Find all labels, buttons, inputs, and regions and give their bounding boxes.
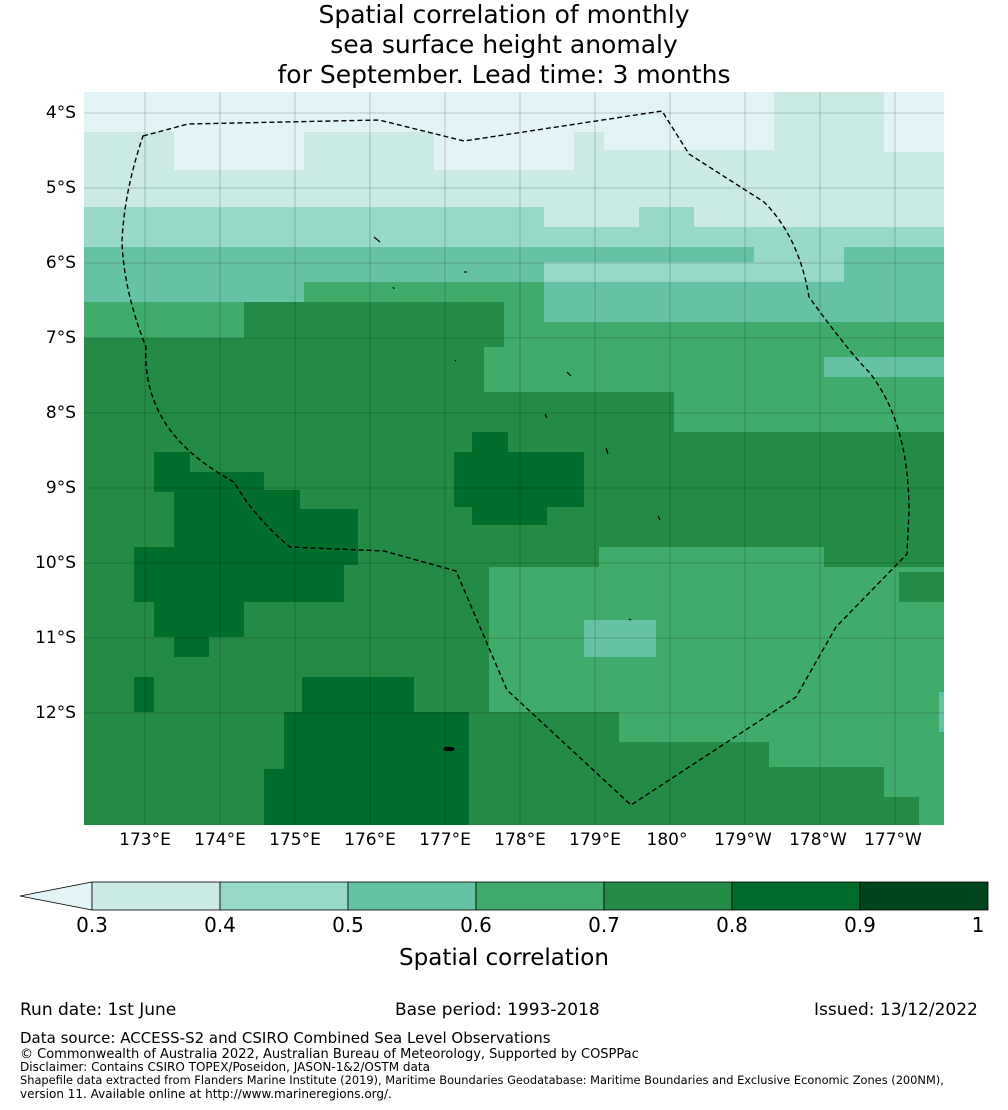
patch-060-b bbox=[674, 372, 944, 432]
copyright: © Commonwealth of Australia 2022, Austra… bbox=[20, 1047, 639, 1062]
map-gridlines bbox=[84, 92, 944, 825]
colorbar-tick-06: 0.6 bbox=[460, 913, 492, 937]
data-source: Data source: ACCESS-S2 and CSIRO Combine… bbox=[20, 1029, 551, 1047]
issued-date: Issued: 13/12/2022 bbox=[814, 1000, 978, 1020]
lat-label-8S: 8°S bbox=[45, 403, 76, 423]
patch-050-e bbox=[939, 692, 944, 732]
islands bbox=[373, 236, 661, 752]
island-c bbox=[392, 286, 395, 290]
colorbar-seg-03-04 bbox=[91, 881, 221, 911]
patch-060-e bbox=[84, 317, 244, 337]
lon-label-178W: 178°W bbox=[789, 830, 847, 850]
colorbar-tick-07: 0.7 bbox=[588, 913, 620, 937]
lon-label-177E: 177°E bbox=[419, 830, 471, 850]
title-line-1: Spatial correlation of monthly bbox=[318, 0, 690, 29]
colorbar-tick-05: 0.5 bbox=[332, 913, 364, 937]
eez-boundary bbox=[121, 110, 910, 806]
lat-label-5S: 5°S bbox=[45, 178, 76, 198]
island-d bbox=[454, 359, 457, 362]
island-g bbox=[605, 447, 609, 455]
island-h bbox=[657, 515, 661, 521]
patch-030-b bbox=[774, 92, 884, 147]
patch-light-a bbox=[96, 92, 226, 114]
colorbar-seg-06-07 bbox=[475, 881, 605, 911]
island-a bbox=[373, 236, 381, 243]
dark-blob-c2 bbox=[284, 712, 504, 825]
lat-label-4S: 4°S bbox=[45, 103, 76, 123]
lon-label-178E: 178°E bbox=[494, 830, 546, 850]
colorbar-seg-04-05 bbox=[219, 881, 349, 911]
dark-blob-b2 bbox=[472, 432, 508, 452]
colorbar-segments bbox=[91, 881, 989, 911]
colorbar-tick-09: 0.9 bbox=[844, 913, 876, 937]
island-j bbox=[443, 746, 455, 752]
title-line-2: sea surface height anomaly bbox=[330, 30, 678, 59]
lat-label-10S: 10°S bbox=[35, 553, 76, 573]
title-line-3: for September. Lead time: 3 months bbox=[277, 60, 731, 89]
patch-light-d bbox=[604, 112, 774, 150]
run-date: Run date: 1st June bbox=[20, 1000, 177, 1020]
patch-070-h bbox=[619, 742, 769, 825]
colorbar-seg-08-09 bbox=[731, 881, 861, 911]
patch-030-c bbox=[544, 207, 944, 227]
patch-060-j bbox=[919, 797, 944, 825]
lat-label-6S: 6°S bbox=[45, 253, 76, 273]
patch-light-e bbox=[884, 92, 944, 152]
patch-050-d bbox=[584, 620, 656, 657]
colorbar-seg-05-06 bbox=[347, 881, 477, 911]
dark-blob-a4 bbox=[154, 602, 244, 637]
dark-blob-d1 bbox=[134, 677, 154, 712]
colorbar-seg-07-08 bbox=[603, 881, 733, 911]
disclaimer: Disclaimer: Contains CSIRO TOPEX/Poseido… bbox=[20, 1060, 430, 1074]
lon-label-179E: 179°E bbox=[569, 830, 621, 850]
colorbar-label: Spatial correlation bbox=[399, 945, 609, 971]
lon-label-179W: 179°W bbox=[714, 830, 772, 850]
patch-040-b bbox=[639, 207, 694, 227]
patch-070-g bbox=[469, 712, 619, 825]
lat-label-11S: 11°S bbox=[35, 628, 76, 648]
patch-070-e bbox=[824, 547, 944, 567]
patch-light-b bbox=[174, 132, 304, 170]
lon-label-176E: 176°E bbox=[344, 830, 396, 850]
map-colour-field bbox=[84, 92, 944, 825]
map-title: Spatial correlation of monthly sea surfa… bbox=[0, 0, 1008, 90]
base-period: Base period: 1993-2018 bbox=[395, 1000, 600, 1020]
patch-050-c bbox=[754, 242, 844, 282]
island-f bbox=[544, 413, 548, 419]
island-i bbox=[628, 618, 632, 621]
dark-blob-b3 bbox=[472, 507, 547, 525]
patch-060-g bbox=[599, 547, 824, 572]
lat-label-7S: 7°S bbox=[45, 328, 76, 348]
patch-030-a bbox=[304, 132, 364, 170]
colorbar-tick-03: 0.3 bbox=[76, 913, 108, 937]
patch-070-f bbox=[899, 572, 944, 602]
dark-blob-a6 bbox=[294, 509, 358, 565]
colorbar-seg-09-10 bbox=[859, 881, 989, 911]
patch-light-c bbox=[434, 132, 574, 170]
lon-label-180: 180° bbox=[646, 830, 688, 850]
patch-070-d bbox=[244, 302, 504, 347]
colorbar-under-arrow bbox=[19, 881, 93, 911]
lat-label-12S: 12°S bbox=[35, 703, 76, 723]
patch-060-i bbox=[884, 767, 944, 797]
lon-label-173E: 173°E bbox=[119, 830, 171, 850]
lon-label-177W: 177°W bbox=[864, 830, 922, 850]
correlation-map bbox=[84, 92, 944, 825]
lon-label-174E: 174°E bbox=[194, 830, 246, 850]
lon-label-175E: 175°E bbox=[269, 830, 321, 850]
colorbar-tick-1: 1 bbox=[971, 913, 985, 937]
colorbar-tick-08: 0.8 bbox=[716, 913, 748, 937]
dark-blob-c3 bbox=[264, 769, 284, 825]
patch-060-c bbox=[824, 357, 944, 377]
lat-label-9S: 9°S bbox=[45, 478, 76, 498]
shapefile-credit-line-2: version 11. Available online at http://w… bbox=[20, 1087, 392, 1101]
shapefile-credit-line-1: Shapefile data extracted from Flanders M… bbox=[20, 1073, 944, 1087]
dark-blob-a7 bbox=[174, 637, 209, 657]
colorbar-tick-04: 0.4 bbox=[204, 913, 236, 937]
colorbar bbox=[19, 881, 989, 911]
dark-blob-b1 bbox=[454, 452, 584, 507]
island-e bbox=[566, 371, 572, 377]
